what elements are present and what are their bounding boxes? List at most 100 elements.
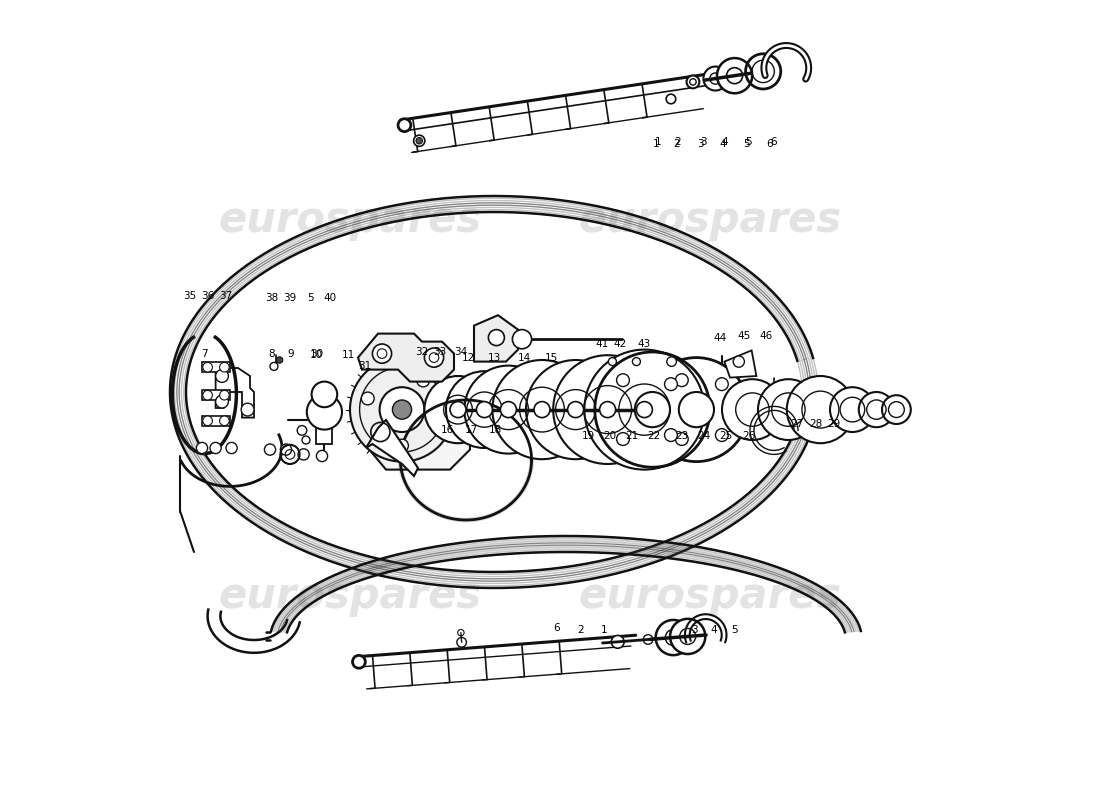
Circle shape: [656, 620, 691, 655]
Text: 10: 10: [310, 350, 323, 360]
Circle shape: [584, 350, 704, 470]
Circle shape: [298, 449, 309, 460]
Circle shape: [414, 135, 425, 146]
Circle shape: [307, 394, 342, 430]
Text: 5: 5: [730, 626, 737, 635]
Text: 7: 7: [201, 349, 208, 358]
Text: 46: 46: [759, 331, 772, 341]
Text: 45: 45: [737, 331, 750, 341]
Circle shape: [734, 356, 745, 367]
Polygon shape: [202, 416, 230, 426]
Text: 31: 31: [358, 362, 371, 371]
Circle shape: [667, 94, 675, 104]
Circle shape: [202, 416, 212, 426]
Text: 27: 27: [790, 419, 803, 429]
Circle shape: [859, 392, 894, 427]
Text: 18: 18: [490, 426, 503, 435]
Circle shape: [202, 362, 212, 372]
Circle shape: [526, 360, 625, 459]
Text: 29: 29: [827, 419, 840, 429]
Circle shape: [220, 390, 229, 400]
Text: 4: 4: [722, 138, 728, 147]
Text: 33: 33: [433, 347, 447, 357]
Text: 34: 34: [454, 347, 467, 357]
Polygon shape: [202, 362, 230, 372]
Circle shape: [216, 395, 229, 408]
Circle shape: [632, 358, 640, 366]
Text: 3: 3: [697, 139, 704, 149]
Polygon shape: [474, 315, 518, 362]
Circle shape: [553, 355, 662, 464]
Text: 11: 11: [342, 350, 355, 360]
Text: 2: 2: [673, 139, 680, 149]
Text: 2: 2: [578, 626, 584, 635]
Circle shape: [350, 358, 454, 462]
Circle shape: [373, 344, 392, 363]
Circle shape: [398, 118, 410, 131]
Bar: [317, 410, 332, 444]
Text: 30: 30: [310, 349, 323, 358]
Text: 4: 4: [719, 139, 726, 149]
Text: 15: 15: [544, 354, 558, 363]
Polygon shape: [358, 334, 454, 382]
Text: 1: 1: [653, 139, 660, 149]
Circle shape: [664, 429, 678, 442]
Text: 39: 39: [284, 293, 297, 302]
Circle shape: [727, 68, 742, 84]
Circle shape: [703, 66, 727, 90]
Circle shape: [220, 362, 229, 372]
Text: 32: 32: [416, 347, 429, 357]
Text: 43: 43: [638, 339, 651, 349]
Text: 37: 37: [219, 291, 232, 301]
Circle shape: [882, 395, 911, 424]
Circle shape: [612, 635, 624, 648]
Circle shape: [476, 402, 493, 418]
Text: 1: 1: [654, 138, 661, 147]
Circle shape: [317, 450, 328, 462]
Circle shape: [758, 379, 818, 440]
Text: eurospares: eurospares: [219, 575, 482, 617]
Text: 24: 24: [697, 431, 711, 441]
Polygon shape: [202, 390, 230, 400]
Circle shape: [675, 433, 689, 446]
Circle shape: [637, 402, 652, 418]
Circle shape: [311, 382, 338, 407]
Circle shape: [446, 371, 522, 448]
Circle shape: [270, 362, 278, 370]
Circle shape: [202, 390, 212, 400]
Circle shape: [264, 444, 276, 455]
Text: 5: 5: [742, 139, 749, 149]
Text: 19: 19: [582, 431, 595, 441]
Circle shape: [417, 374, 430, 387]
Circle shape: [786, 376, 854, 443]
Text: 2: 2: [674, 138, 681, 147]
Text: 6: 6: [767, 139, 773, 149]
Circle shape: [568, 402, 584, 418]
Text: 28: 28: [808, 419, 822, 429]
Circle shape: [276, 357, 283, 363]
Text: 3: 3: [691, 626, 697, 635]
Text: 44: 44: [713, 333, 726, 342]
Circle shape: [280, 444, 292, 455]
Circle shape: [226, 442, 238, 454]
Text: 5: 5: [745, 138, 751, 147]
Polygon shape: [366, 420, 418, 476]
Text: 25: 25: [719, 431, 733, 441]
Circle shape: [379, 387, 425, 432]
Circle shape: [450, 402, 466, 418]
Circle shape: [830, 387, 874, 432]
Circle shape: [513, 330, 531, 349]
Circle shape: [458, 630, 464, 636]
Circle shape: [241, 403, 254, 416]
Circle shape: [456, 638, 466, 647]
Text: eurospares: eurospares: [579, 575, 842, 617]
Circle shape: [690, 78, 696, 85]
Circle shape: [600, 402, 616, 418]
Text: 38: 38: [265, 293, 278, 302]
Circle shape: [715, 378, 728, 390]
Text: 42: 42: [614, 339, 627, 349]
Text: 26: 26: [741, 431, 755, 441]
Circle shape: [670, 619, 705, 654]
Circle shape: [645, 358, 748, 462]
Text: 8: 8: [268, 349, 275, 358]
